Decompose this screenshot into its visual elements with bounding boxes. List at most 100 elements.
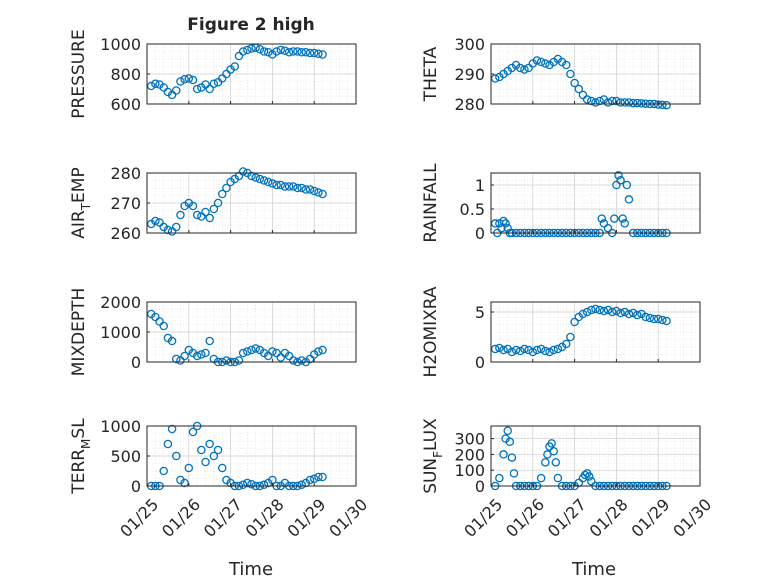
data-point bbox=[172, 354, 181, 364]
data-point bbox=[314, 49, 323, 59]
data-point bbox=[499, 216, 508, 226]
data-point bbox=[201, 207, 210, 217]
data-point bbox=[205, 439, 214, 449]
data-point bbox=[503, 426, 512, 435]
x-tick-label: 01/25 bbox=[460, 495, 506, 541]
data-point bbox=[297, 183, 306, 193]
subplot-pressure: 600 800 1000 PRESSURE bbox=[69, 29, 357, 119]
data-point bbox=[297, 356, 306, 365]
data-point bbox=[238, 167, 248, 176]
data-point bbox=[222, 69, 231, 79]
data-point bbox=[184, 463, 194, 473]
x-tick-label: 01/25 bbox=[116, 495, 162, 541]
subplot-h2omixra: 0 5 H2OMIXRA bbox=[421, 286, 701, 378]
data-point bbox=[272, 180, 281, 190]
data-point bbox=[624, 309, 634, 319]
data-point bbox=[247, 345, 256, 355]
data-point bbox=[614, 171, 623, 180]
data-point bbox=[509, 469, 519, 478]
data-point bbox=[591, 98, 600, 107]
y-tick-label: 0 bbox=[475, 353, 485, 372]
subplot-mixdepth: 0 1000 2000 MIXDEPTH bbox=[69, 288, 357, 377]
data-point bbox=[172, 86, 181, 95]
data-point bbox=[222, 356, 231, 365]
data-point bbox=[536, 473, 546, 483]
y-tick-label: 0 bbox=[475, 477, 485, 496]
data-point bbox=[276, 180, 286, 190]
data-point bbox=[603, 98, 613, 107]
data-point bbox=[553, 473, 563, 483]
data-point bbox=[528, 347, 538, 357]
data-point bbox=[578, 90, 588, 100]
data-point bbox=[524, 63, 533, 73]
data-point bbox=[305, 475, 315, 485]
data-point bbox=[318, 50, 327, 59]
data-point bbox=[658, 315, 667, 325]
y-tick-label: 2000 bbox=[100, 293, 141, 312]
data-point bbox=[582, 95, 592, 104]
data-point bbox=[259, 176, 269, 185]
data-point bbox=[201, 457, 210, 467]
data-point bbox=[547, 439, 556, 448]
data-point bbox=[305, 185, 315, 194]
data-point bbox=[297, 48, 306, 57]
data-point bbox=[176, 77, 185, 86]
data-point bbox=[633, 310, 642, 320]
data-point bbox=[603, 223, 613, 233]
data-point bbox=[620, 307, 630, 317]
data-point bbox=[612, 96, 621, 106]
y-axis-label: SUNFLUX bbox=[421, 418, 445, 494]
data-point bbox=[553, 344, 563, 354]
data-point bbox=[612, 306, 621, 316]
data-point bbox=[167, 90, 177, 100]
y-tick-label: 1 bbox=[475, 176, 485, 195]
data-point bbox=[251, 173, 260, 182]
y-tick-label: 0 bbox=[131, 477, 141, 496]
x-tick-label: 01/28 bbox=[242, 495, 288, 541]
data-point bbox=[624, 195, 634, 204]
data-point bbox=[163, 439, 173, 449]
data-point bbox=[159, 321, 168, 331]
data-point bbox=[645, 313, 655, 323]
data-point bbox=[490, 344, 500, 354]
data-point bbox=[584, 472, 594, 481]
data-point bbox=[284, 351, 294, 361]
data-point bbox=[301, 185, 311, 194]
data-point bbox=[247, 44, 256, 53]
x-tick-label: 01/28 bbox=[586, 495, 632, 541]
subplot-theta: 280 290 300 THETA bbox=[421, 35, 701, 114]
data-point bbox=[490, 219, 500, 228]
data-point bbox=[192, 351, 202, 361]
data-point bbox=[176, 210, 185, 220]
data-point bbox=[612, 180, 621, 190]
data-point bbox=[172, 222, 181, 232]
data-point bbox=[280, 182, 290, 191]
data-point bbox=[243, 347, 252, 356]
data-point bbox=[501, 219, 510, 228]
x-tick-label: 01/29 bbox=[627, 495, 673, 541]
data-point bbox=[201, 80, 210, 89]
data-point bbox=[284, 182, 294, 191]
data-point bbox=[507, 347, 517, 357]
y-tick-label: 0.5 bbox=[460, 200, 485, 219]
data-point bbox=[622, 180, 632, 190]
data-point bbox=[197, 350, 206, 359]
y-tick-label: 300 bbox=[454, 430, 485, 449]
data-point bbox=[580, 470, 590, 480]
y-axis-label: MIXDEPTH bbox=[69, 288, 89, 377]
data-point bbox=[624, 98, 634, 107]
data-point bbox=[516, 63, 525, 73]
y-tick-label: 1000 bbox=[100, 35, 141, 54]
data-point bbox=[566, 69, 575, 79]
x-tick-label: 01/29 bbox=[283, 495, 329, 541]
data-point bbox=[309, 48, 319, 58]
data-point bbox=[197, 212, 206, 221]
data-point bbox=[595, 96, 604, 106]
data-point bbox=[230, 62, 240, 71]
data-point bbox=[146, 81, 156, 91]
data-point bbox=[167, 227, 177, 236]
data-point bbox=[151, 312, 160, 322]
data-point bbox=[616, 308, 625, 318]
data-point bbox=[289, 47, 298, 56]
